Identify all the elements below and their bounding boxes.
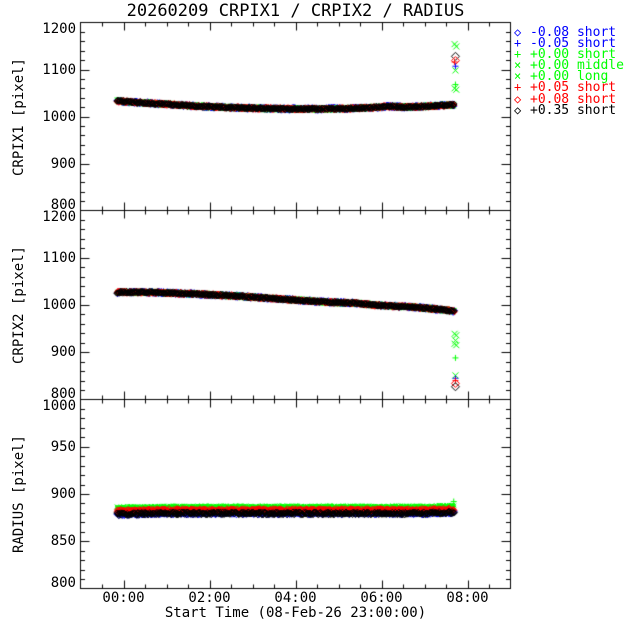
y-tick-label: 800 [50,574,76,591]
legend-label: +0.00 middle [530,58,624,74]
y-tick-label: 900 [50,155,76,172]
plot-title: 20260209 CRPIX1 / CRPIX2 / RADIUS [126,1,465,21]
legend-item: + +0.00 short [514,47,624,63]
y-tick-label: 850 [50,533,76,550]
y-tick-label: 1100 [42,61,76,78]
legend-plus-icon: + [514,80,522,95]
x-tick-label: 06:00 [360,590,403,606]
y-tick-label: 1200 [42,208,76,225]
y-tick-label: 1000 [42,108,76,125]
y-tick-label: 800 [50,196,76,213]
x-tick-label: 08:00 [446,590,489,606]
legend-x-icon: × [514,69,522,84]
legend-label: +0.00 short [530,47,617,63]
y-tick-label: 1200 [42,20,76,37]
legend-label: +0.00 long [530,69,609,85]
legend: ◇ -0.08 short + -0.05 short + +0.00 short × +0.… [514,25,624,118]
legend-label: -0.08 short [530,25,617,40]
legend-label: +0.08 short [530,91,617,107]
legend-item: ◇ +0.08 short [514,91,624,107]
y-tick-label: 800 [50,385,76,402]
y-tick-label: 1000 [42,297,76,313]
legend-diamond-icon: ◇ [514,102,522,117]
y-tick-label: 950 [50,438,76,455]
x-axis-label: Start Time (08-Feb-26 23:00:00) [164,605,427,621]
legend-item: × +0.00 middle [514,58,624,74]
y-tick-label: 900 [50,486,76,502]
legend-item: + +0.05 short [514,80,624,96]
legend-diamond-icon: ◇ [514,91,522,106]
y-axis-title-crpix1: CRPIX1 [pixel] [11,57,27,176]
legend-label: -0.05 short [530,36,617,52]
legend-x-icon: × [514,58,522,73]
y-tick-label: 1100 [42,249,76,266]
x-tick-label: 00:00 [102,590,145,606]
legend-item: ◇ +0.35 short [514,102,624,118]
y-axis-title-radius: RADIUS [pixel] [11,435,27,554]
legend-item: × +0.00 long [514,69,624,85]
y-axis-title-crpix2: CRPIX2 [pixel] [11,246,27,365]
legend-diamond-icon: ◇ [514,25,522,39]
y-tick-label: 1000 [42,397,76,414]
y-tick-label: 900 [50,344,76,361]
legend-label: +0.35 short [530,102,617,118]
legend-item: + -0.05 short [514,36,624,52]
x-tick-label: 02:00 [188,590,231,606]
x-tick-label: 04:00 [274,590,317,606]
legend-plus-icon: + [514,36,522,51]
legend-plus-icon: + [514,47,522,62]
legend-label: +0.05 short [530,80,617,96]
legend-item: ◇ -0.08 short [514,25,624,40]
